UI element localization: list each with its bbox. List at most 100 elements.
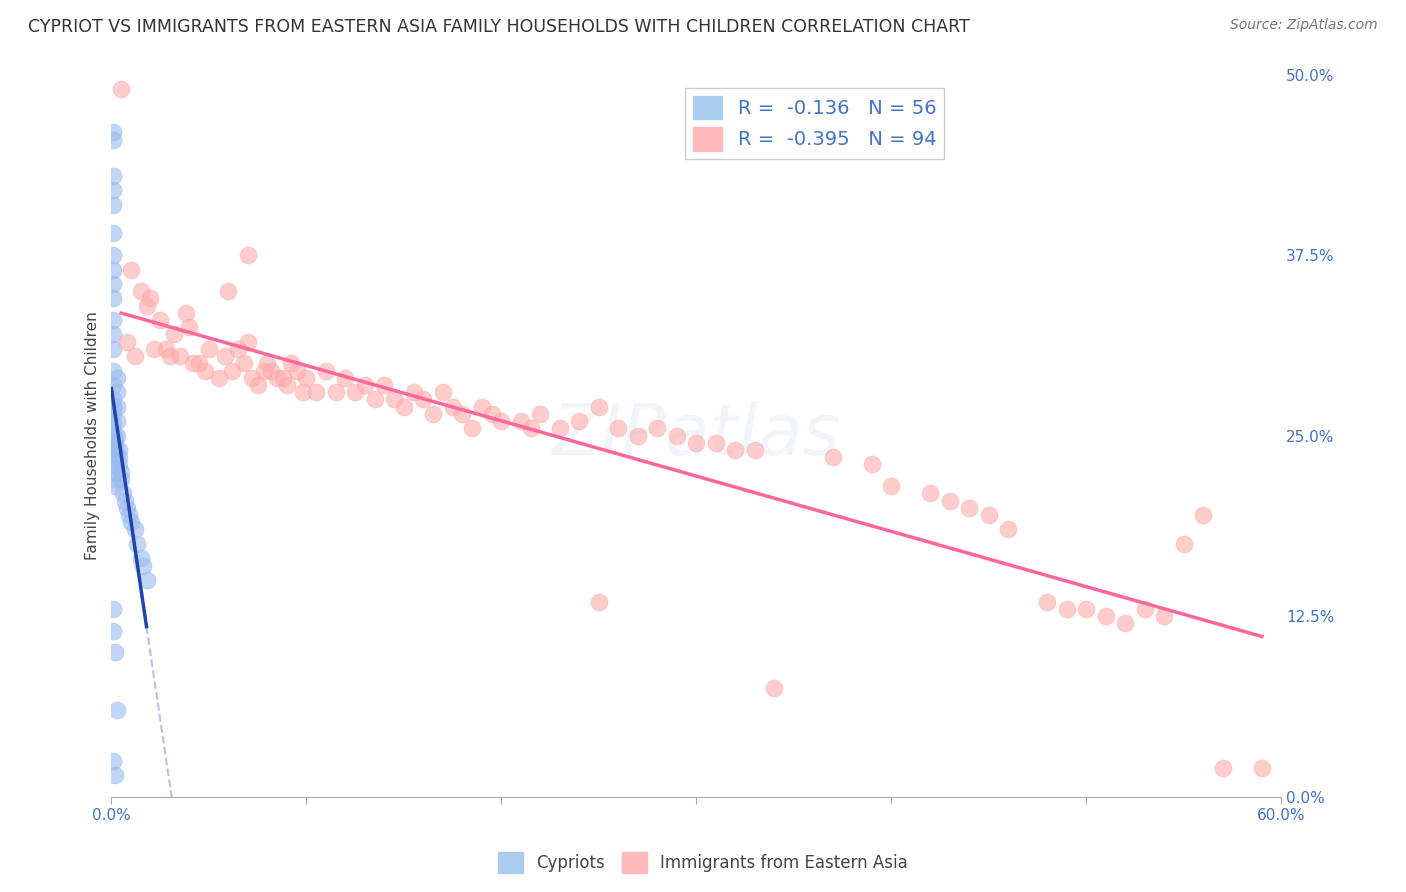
Point [821, 450, 844, 465]
Point [246, 378, 269, 392]
Point [305, 385, 328, 400]
Point [548, 421, 571, 435]
Point [115, 334, 138, 349]
Point [104, 450, 127, 465]
Point [363, 392, 385, 407]
Point [103, 378, 125, 392]
Point [335, 371, 357, 385]
Point [744, 443, 766, 458]
Point [1095, 609, 1118, 624]
Point [103, 292, 125, 306]
Point [373, 378, 395, 392]
Point [104, 465, 127, 479]
Point [1036, 595, 1059, 609]
Point [977, 508, 1000, 522]
Point [266, 371, 288, 385]
Point [412, 392, 434, 407]
Point [208, 371, 231, 385]
Point [432, 385, 454, 400]
Point [233, 356, 256, 370]
Point [315, 363, 337, 377]
Point [997, 523, 1019, 537]
Point [155, 342, 177, 356]
Point [159, 349, 181, 363]
Point [104, 432, 127, 446]
Point [163, 327, 186, 342]
Y-axis label: Family Households with Children: Family Households with Children [86, 311, 100, 560]
Point [110, 465, 132, 479]
Point [1153, 609, 1175, 624]
Point [174, 306, 197, 320]
Point [422, 407, 444, 421]
Point [451, 407, 474, 421]
Point [1251, 761, 1274, 775]
Point [194, 363, 217, 377]
Point [104, 446, 127, 460]
Point [112, 486, 135, 500]
Point [260, 363, 283, 377]
Point [103, 425, 125, 440]
Point [104, 443, 127, 458]
Point [114, 493, 136, 508]
Point [221, 363, 243, 377]
Point [860, 458, 883, 472]
Point [285, 363, 308, 377]
Point [124, 523, 146, 537]
Point [103, 227, 125, 241]
Point [129, 284, 152, 298]
Point [392, 400, 415, 414]
Point [325, 385, 347, 400]
Point [588, 595, 610, 609]
Point [143, 342, 166, 356]
Point [139, 292, 162, 306]
Point [125, 537, 148, 551]
Point [1056, 602, 1078, 616]
Point [103, 262, 125, 277]
Point [568, 414, 591, 428]
Point [1114, 616, 1136, 631]
Point [519, 421, 541, 435]
Point [181, 356, 204, 370]
Point [110, 82, 132, 96]
Point [509, 414, 531, 428]
Point [104, 458, 127, 472]
Text: ZIPatlas: ZIPatlas [553, 401, 841, 470]
Point [105, 414, 128, 428]
Point [103, 392, 125, 407]
Point [103, 342, 125, 356]
Point [724, 443, 747, 458]
Point [104, 479, 127, 493]
Point [627, 428, 650, 442]
Point [104, 440, 127, 454]
Point [704, 435, 727, 450]
Point [104, 768, 127, 782]
Point [104, 645, 127, 659]
Point [1192, 508, 1215, 522]
Point [295, 371, 318, 385]
Point [103, 363, 125, 377]
Point [252, 363, 274, 377]
Point [441, 400, 464, 414]
Point [169, 349, 191, 363]
Point [120, 515, 142, 529]
Point [217, 284, 239, 298]
Point [920, 486, 942, 500]
Point [103, 417, 125, 431]
Point [103, 169, 125, 183]
Point [491, 414, 513, 428]
Point [135, 573, 157, 587]
Point [110, 472, 132, 486]
Point [226, 342, 249, 356]
Point [471, 400, 494, 414]
Point [382, 392, 405, 407]
Legend: R =  -0.136   N = 56, R =  -0.395   N = 94: R = -0.136 N = 56, R = -0.395 N = 94 [685, 87, 943, 159]
Point [481, 407, 503, 421]
Point [880, 479, 903, 493]
Point [103, 754, 125, 768]
Point [129, 551, 152, 566]
Point [236, 334, 259, 349]
Point [179, 320, 201, 334]
Point [108, 450, 131, 465]
Point [354, 378, 377, 392]
Point [103, 277, 125, 291]
